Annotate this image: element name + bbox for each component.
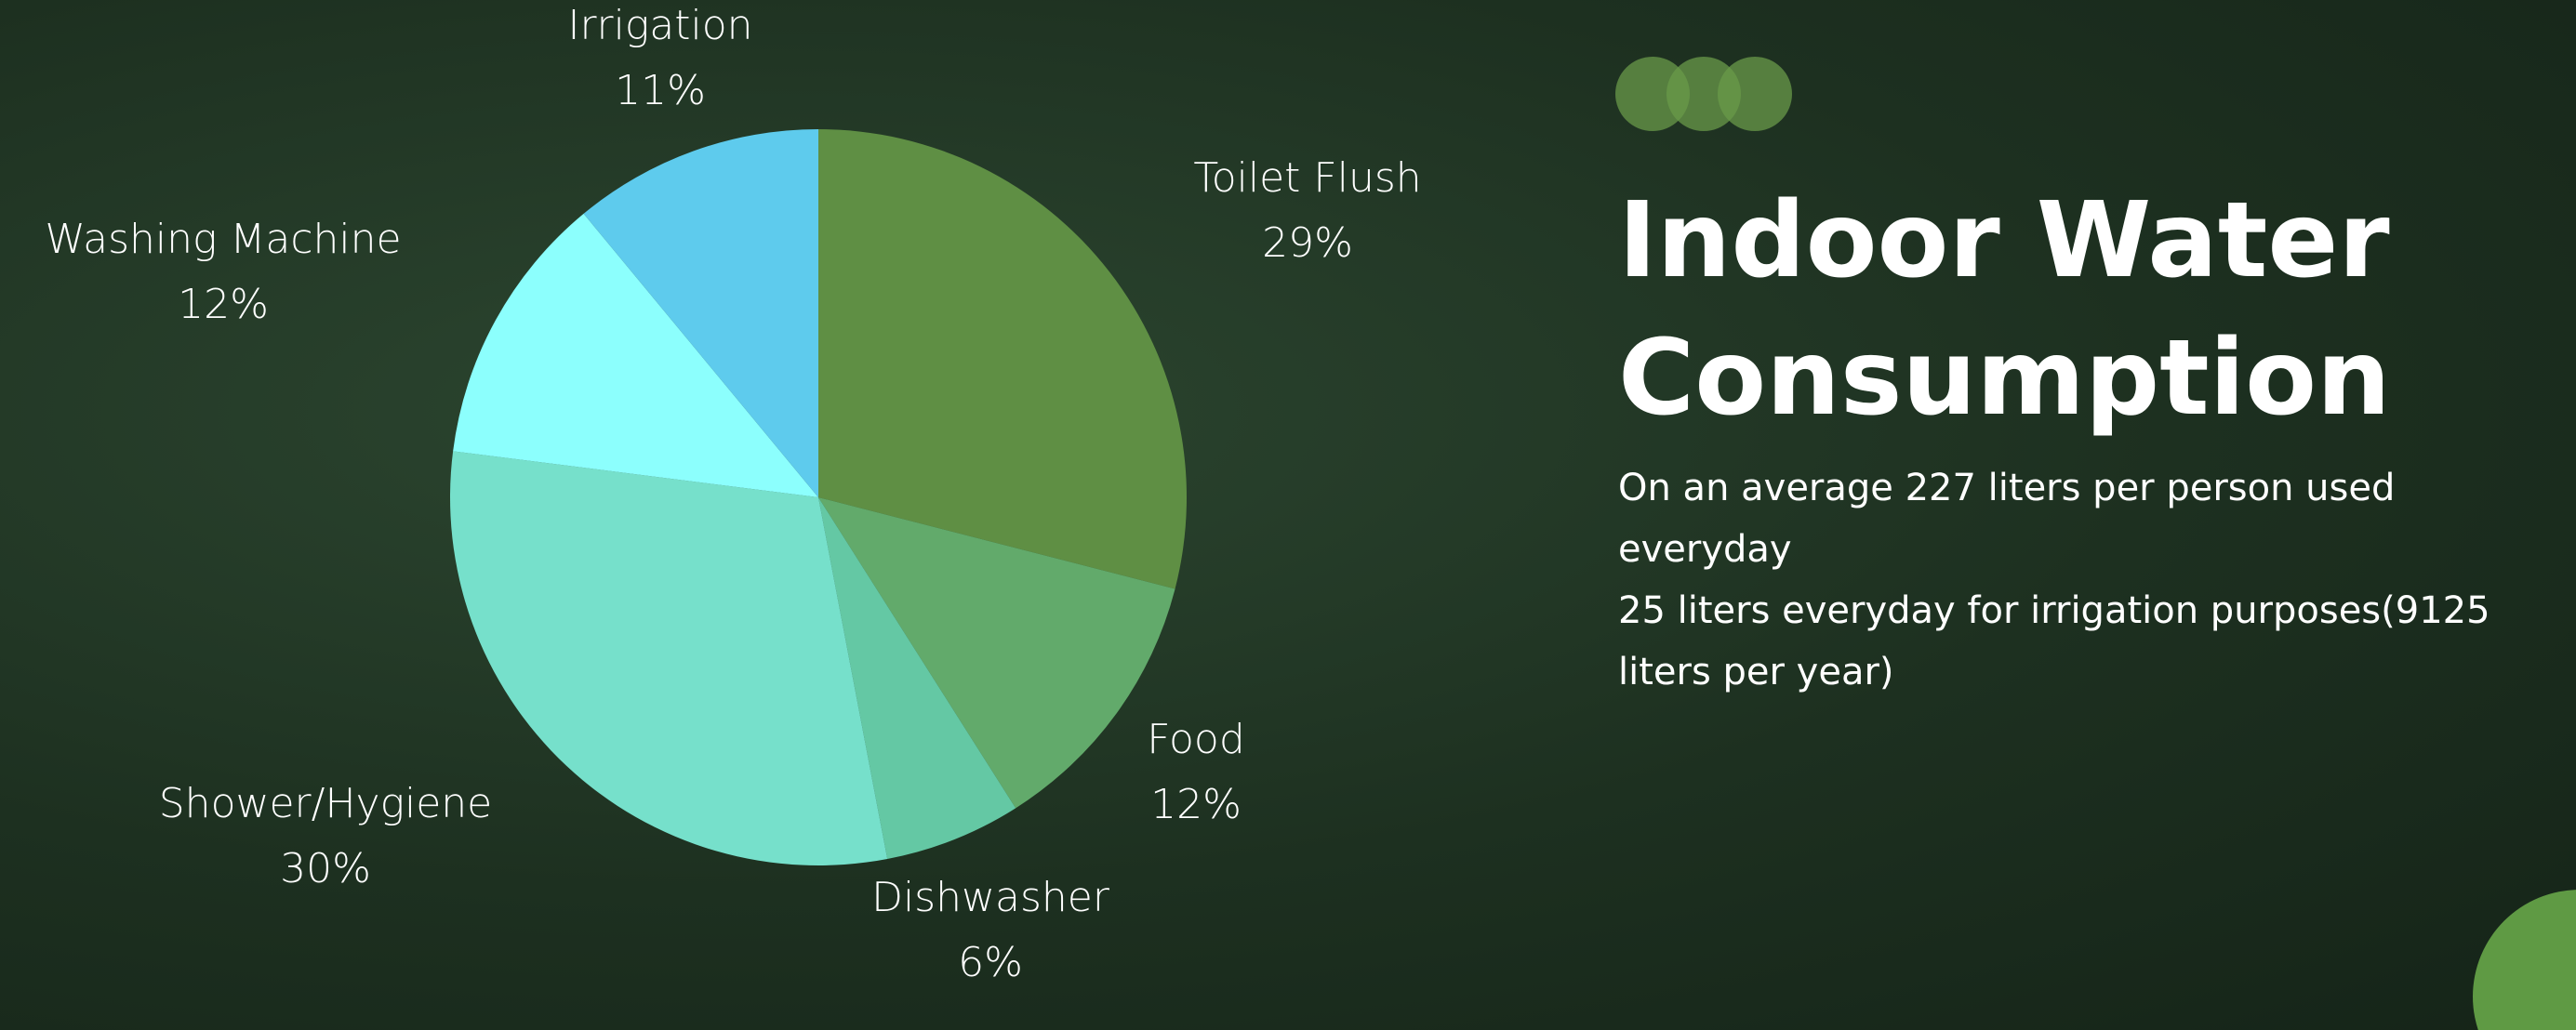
pie-slice bbox=[453, 213, 818, 497]
slice-value-label: 12% bbox=[178, 281, 269, 328]
decor-circle bbox=[1615, 57, 1690, 131]
decor-circle bbox=[1666, 57, 1741, 131]
slice-label: Shower/Hygiene bbox=[159, 780, 493, 827]
description-line: On an average 227 liters per person used… bbox=[1618, 467, 2396, 571]
slice-value-label: 30% bbox=[280, 845, 371, 892]
slice-value-label: 12% bbox=[1150, 781, 1242, 828]
slice-label: Irrigation bbox=[567, 2, 752, 49]
slice-label: Dishwasher bbox=[871, 874, 1110, 921]
title: Indoor Water Consumption bbox=[1618, 180, 2391, 439]
slice-label: Washing Machine bbox=[45, 216, 401, 263]
pie-slice bbox=[449, 451, 888, 865]
pie-slice bbox=[818, 497, 1016, 859]
slice-label: Food bbox=[1147, 716, 1245, 763]
pie-slice bbox=[818, 129, 1187, 589]
description: On an average 227 liters per person used… bbox=[1618, 457, 2557, 703]
description-line: 25 liters everyday for irrigation purpos… bbox=[1618, 589, 2490, 693]
decor-circle bbox=[1718, 57, 1792, 131]
pie bbox=[449, 129, 1187, 865]
pie-slice bbox=[583, 129, 818, 497]
slice-value-label: 6% bbox=[958, 939, 1023, 986]
slice-label: Toilet Flush bbox=[1193, 154, 1421, 202]
pie-slice bbox=[818, 497, 1175, 809]
decor-circle bbox=[2473, 890, 2576, 1030]
slice-value-label: 11% bbox=[615, 67, 706, 114]
slice-value-label: 29% bbox=[1262, 219, 1353, 267]
